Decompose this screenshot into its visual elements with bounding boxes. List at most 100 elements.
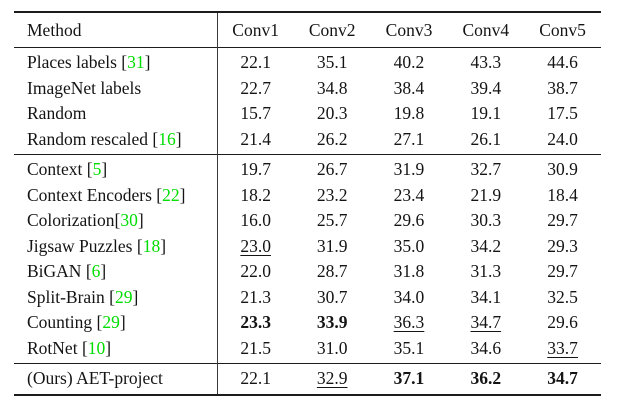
method-label: Colorization [27, 210, 115, 231]
value-cell: 32.7 [470, 159, 502, 180]
value-cell: 21.9 [470, 184, 502, 205]
citation-number: 29 [114, 286, 133, 307]
method-cell: Random rescaled [16] [14, 127, 217, 155]
citation-number: 22 [162, 184, 180, 205]
table-row: RotNet [10] 21.5 31.0 35.1 34.6 33.7 [14, 335, 601, 364]
citation-number: 5 [92, 159, 102, 180]
method-label: Random [27, 103, 87, 124]
value-cell: 24.0 [547, 128, 578, 149]
method-label: BiGAN [27, 261, 86, 282]
citation-number: 16 [158, 128, 176, 149]
value-cell: 37.1 [393, 368, 425, 389]
value-cell: 29.7 [547, 261, 578, 282]
citation-link[interactable]: [10] [81, 337, 112, 358]
method-cell: Jigsaw Puzzles [18] [14, 234, 217, 260]
value-cell: 20.3 [316, 103, 348, 124]
column-header-conv3: Conv3 [385, 19, 433, 40]
citation-link[interactable]: [29] [96, 312, 126, 333]
citation-number: 10 [87, 337, 106, 358]
value-cell: 23.4 [393, 184, 425, 205]
value-cell: 31.9 [316, 235, 348, 256]
value-cell: 43.3 [470, 52, 502, 73]
value-cell: 22.7 [216, 75, 294, 101]
table-row: Context Encoders [22] 18.2 23.2 23.4 21.9 18.… [14, 182, 601, 209]
value-cell: 18.4 [547, 184, 578, 205]
value-cell: 19.1 [470, 103, 502, 124]
value-cell: 31.8 [393, 261, 425, 282]
value-cell: 29.3 [547, 235, 578, 256]
value-cell: 27.1 [393, 128, 425, 149]
table-group-reference: Places labels [31] 22.1 35.1 40.2 43.3 44.6 Im… [14, 47, 601, 155]
citation-number: 29 [102, 312, 120, 333]
value-cell: 34.7 [470, 312, 502, 333]
citation-number: 30 [120, 210, 138, 231]
method-cell: Split-Brain [29] [14, 285, 217, 311]
method-cell: Random [14, 101, 217, 127]
header-row: Method Conv1 Conv2 Conv3 Conv4 Conv5 [14, 12, 601, 48]
value-cell: 21.5 [216, 335, 294, 364]
value-cell: 38.7 [547, 77, 578, 98]
value-cell: 15.7 [216, 101, 294, 127]
table-row: Random rescaled [16] 21.4 26.2 27.1 26.1 24.0 [14, 126, 601, 155]
method-label: Context Encoders [27, 184, 157, 205]
value-cell: 30.9 [547, 159, 578, 180]
value-cell: 34.0 [393, 286, 425, 307]
value-cell: 33.7 [547, 337, 578, 358]
value-cell: 32.5 [547, 286, 578, 307]
table-row: Context [5] 19.7 26.7 31.9 32.7 30.9 [14, 154, 601, 183]
value-cell: 32.9 [316, 368, 348, 389]
value-cell: 29.6 [393, 210, 425, 231]
method-label: Counting [27, 312, 97, 333]
value-cell: 31.3 [470, 261, 502, 282]
value-cell: 23.3 [216, 310, 294, 336]
citation-link[interactable]: [30] [114, 210, 144, 231]
citation-link[interactable]: [31] [121, 52, 151, 73]
value-cell: 34.1 [470, 286, 502, 307]
value-cell: 33.9 [316, 312, 348, 333]
table-row: Places labels [31] 22.1 35.1 40.2 43.3 44.6 [14, 47, 601, 76]
citation-link[interactable]: [16] [152, 128, 182, 149]
value-cell: 34.7 [547, 368, 578, 389]
table-group-ours: (Ours) AET-project 22.1 32.9 37.1 36.2 34.7 [14, 363, 601, 395]
method-label: Jigsaw Puzzles [27, 235, 137, 256]
value-cell: 19.7 [216, 154, 294, 183]
citation-link[interactable]: [18] [136, 235, 167, 256]
value-cell: 35.1 [316, 52, 348, 73]
method-cell: Colorization[30] [14, 208, 217, 234]
method-label: ImageNet labels [27, 77, 142, 98]
citation-number: 18 [142, 235, 161, 256]
value-cell: 17.5 [547, 103, 578, 124]
method-cell: Context Encoders [22] [14, 183, 217, 209]
method-label: Places labels [27, 52, 122, 73]
table-row: BiGAN [6] 22.0 28.7 31.8 31.3 29.7 [14, 259, 601, 285]
citation-link[interactable]: [22] [156, 184, 186, 205]
value-cell: 30.7 [316, 286, 348, 307]
method-cell: ImageNet labels [14, 76, 217, 102]
citation-link[interactable]: [6] [85, 261, 107, 282]
citation-link[interactable]: [5] [86, 159, 108, 180]
citation-link[interactable]: [29] [109, 286, 139, 307]
method-label: Random rescaled [27, 128, 153, 149]
value-cell: 30.3 [470, 210, 502, 231]
method-label: Context [27, 159, 87, 180]
citation-number: 6 [91, 261, 101, 282]
value-cell: 16.0 [216, 208, 294, 234]
method-cell: Places labels [31] [14, 48, 217, 76]
value-cell: 21.3 [216, 284, 294, 310]
value-cell: 40.2 [393, 52, 425, 73]
method-label: RotNet [27, 337, 82, 358]
table-row: ImageNet labels 22.7 34.8 38.4 39.4 38.7 [14, 75, 601, 102]
value-cell: 36.3 [393, 312, 425, 333]
value-cell: 18.2 [216, 182, 294, 208]
value-cell: 35.0 [393, 235, 425, 256]
value-cell: 26.1 [470, 128, 502, 149]
value-cell: 31.9 [393, 159, 425, 180]
value-cell: 34.6 [470, 337, 502, 358]
column-header-conv5: Conv5 [539, 19, 586, 40]
table-row: Counting [29] 23.3 33.9 36.3 34.7 29.6 [14, 310, 601, 336]
column-header-method: Method [27, 19, 82, 40]
value-cell: 34.2 [470, 235, 502, 256]
value-cell: 29.7 [547, 210, 578, 231]
table-row: Colorization[30] 16.0 25.7 29.6 30.3 29.7 [14, 208, 601, 234]
